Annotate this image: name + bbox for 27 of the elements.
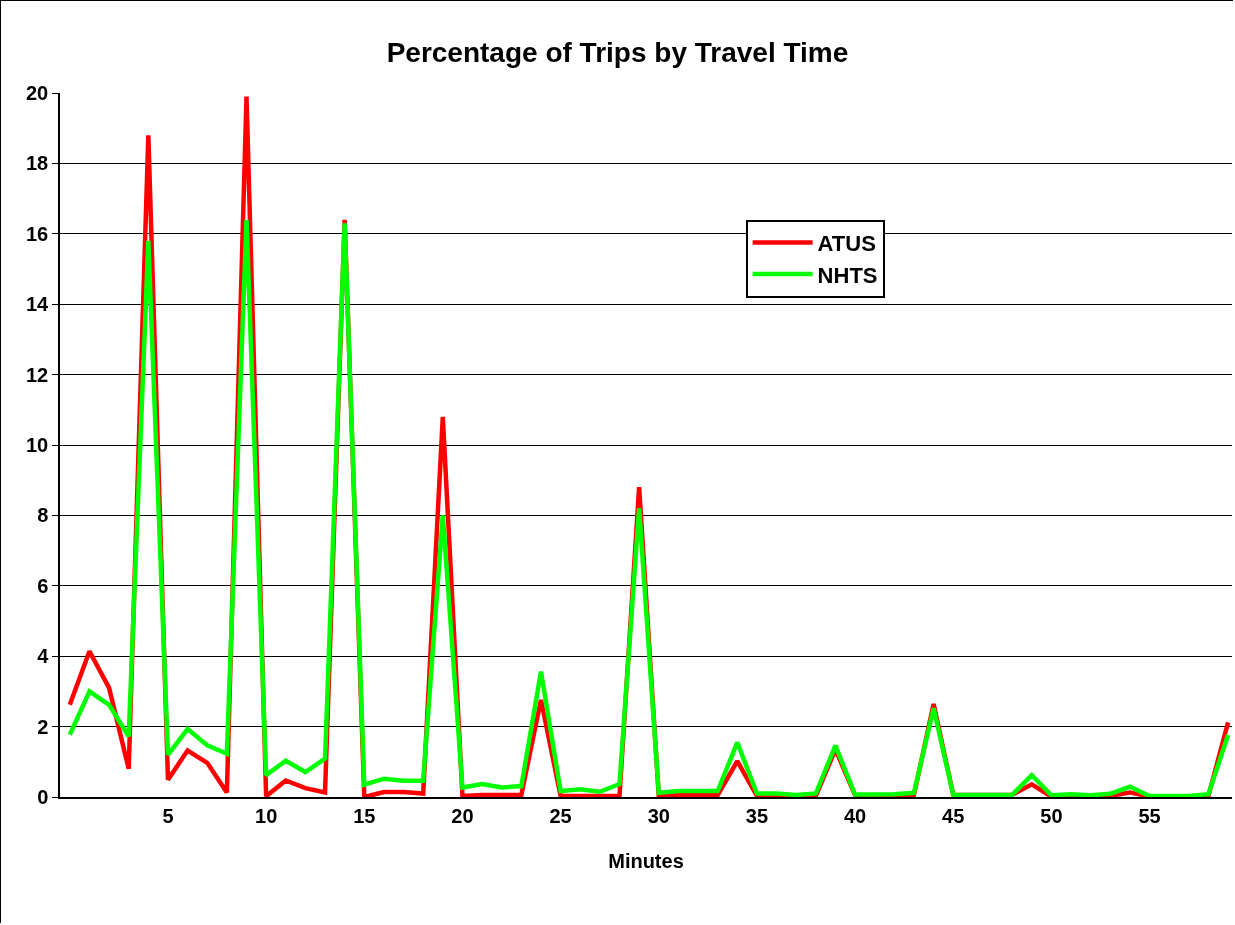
chart-title: Percentage of Trips by Travel Time bbox=[386, 37, 849, 69]
y-tick-label: 8 bbox=[37, 504, 49, 527]
legend-label: ATUS bbox=[817, 231, 876, 257]
y-tick-label: 16 bbox=[26, 222, 49, 245]
line-series bbox=[67, 217, 1231, 797]
y-tick-label: 12 bbox=[26, 363, 49, 386]
y-tick-label: 18 bbox=[26, 152, 49, 175]
x-tick-label: 45 bbox=[942, 804, 965, 827]
y-tick-label: 6 bbox=[37, 574, 49, 597]
x-axis-title: Minutes bbox=[608, 849, 684, 872]
x-tick-label: 40 bbox=[843, 804, 867, 827]
x-tick-label: 15 bbox=[353, 804, 376, 827]
y-tick-label: 2 bbox=[37, 715, 49, 738]
x-tick-label: 25 bbox=[549, 804, 572, 827]
x-tick-label: 10 bbox=[255, 804, 278, 827]
x-tick-label: 20 bbox=[451, 804, 474, 827]
y-tick-label: 4 bbox=[37, 645, 50, 668]
legend-label: NHTS bbox=[817, 262, 878, 288]
x-tick-label: 30 bbox=[647, 804, 670, 827]
y-tick-label: 20 bbox=[26, 82, 49, 104]
x-tick-label: 5 bbox=[162, 804, 174, 827]
x-tick-label: 50 bbox=[1040, 804, 1063, 827]
y-tick-label: 0 bbox=[37, 786, 49, 808]
y-tick-label: 14 bbox=[26, 293, 50, 316]
x-tick-label: 55 bbox=[1138, 804, 1161, 827]
y-tick-label: 10 bbox=[26, 434, 49, 456]
x-tick-label: 35 bbox=[745, 804, 769, 827]
